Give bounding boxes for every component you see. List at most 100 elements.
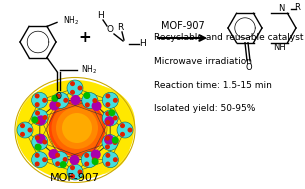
Circle shape [35,162,40,167]
Text: O: O [245,63,252,72]
Circle shape [32,152,48,168]
Circle shape [32,134,48,150]
Circle shape [92,157,97,162]
Circle shape [51,95,58,102]
Text: R: R [295,3,300,12]
Circle shape [102,135,118,150]
Circle shape [92,98,97,103]
Text: NH: NH [274,43,286,52]
Text: N: N [278,4,284,13]
Circle shape [60,161,67,168]
Circle shape [117,122,133,138]
Circle shape [20,132,25,137]
Circle shape [36,134,46,144]
Circle shape [67,80,83,96]
Circle shape [53,92,69,108]
Circle shape [113,140,117,145]
Text: +: + [79,30,92,46]
Circle shape [56,102,61,107]
Text: MOF-907: MOF-907 [50,173,100,183]
Ellipse shape [60,115,130,175]
Circle shape [36,115,46,125]
Circle shape [84,161,89,167]
Circle shape [63,157,68,162]
Circle shape [85,94,90,99]
Text: Recyclable and reusable catalyst: Recyclable and reusable catalyst [154,33,303,42]
Circle shape [84,153,89,158]
Circle shape [35,102,40,107]
Circle shape [113,98,118,103]
Circle shape [70,81,75,86]
Circle shape [120,132,125,137]
Circle shape [81,152,97,168]
Circle shape [62,113,92,143]
Text: H: H [139,40,145,49]
Circle shape [127,128,132,132]
Circle shape [55,153,60,158]
Circle shape [105,111,110,116]
Ellipse shape [16,80,134,180]
Circle shape [77,85,82,91]
Text: Isolated yield: 50-95%: Isolated yield: 50-95% [154,104,255,113]
Circle shape [35,144,40,149]
Circle shape [35,94,40,98]
Circle shape [42,139,47,144]
Circle shape [102,110,118,126]
Text: NH$_2$: NH$_2$ [81,63,97,76]
Circle shape [104,116,114,126]
Circle shape [63,98,68,103]
Circle shape [102,152,118,168]
Text: NH$_2$: NH$_2$ [63,14,79,27]
Circle shape [70,165,75,170]
Text: R: R [117,23,123,33]
Circle shape [35,153,40,158]
Circle shape [102,92,118,108]
Circle shape [104,135,114,145]
Circle shape [52,102,102,153]
Circle shape [48,149,59,159]
Circle shape [56,107,98,149]
Circle shape [77,170,82,174]
Circle shape [35,144,42,151]
Circle shape [35,119,40,124]
Circle shape [105,136,110,141]
Circle shape [42,115,48,120]
Circle shape [48,99,106,156]
Circle shape [70,155,80,165]
Circle shape [83,92,90,99]
Circle shape [105,94,110,98]
Circle shape [120,123,125,128]
Circle shape [17,122,33,138]
Circle shape [56,94,61,98]
Circle shape [92,101,102,111]
Circle shape [105,162,110,167]
Text: MOF-907: MOF-907 [161,21,204,31]
Text: Microwave irradiation: Microwave irradiation [154,57,252,66]
Circle shape [105,102,110,107]
Ellipse shape [45,84,135,160]
Circle shape [108,109,115,116]
Circle shape [113,157,118,162]
Ellipse shape [17,100,102,170]
Circle shape [35,111,40,116]
Circle shape [70,174,75,179]
Circle shape [91,149,101,160]
Circle shape [32,109,48,125]
Text: H: H [97,12,103,20]
Circle shape [32,92,48,108]
Circle shape [105,120,110,125]
Circle shape [42,157,47,162]
Circle shape [49,101,59,111]
Circle shape [31,116,38,123]
Ellipse shape [20,87,95,149]
Text: O: O [106,26,113,35]
Circle shape [27,128,33,132]
Ellipse shape [35,84,115,139]
Circle shape [70,90,75,95]
Circle shape [35,135,40,140]
Circle shape [82,93,98,108]
Circle shape [92,158,99,165]
Circle shape [112,137,119,144]
Circle shape [42,98,47,103]
Text: Reaction time: 1.5-15 min: Reaction time: 1.5-15 min [154,81,272,90]
